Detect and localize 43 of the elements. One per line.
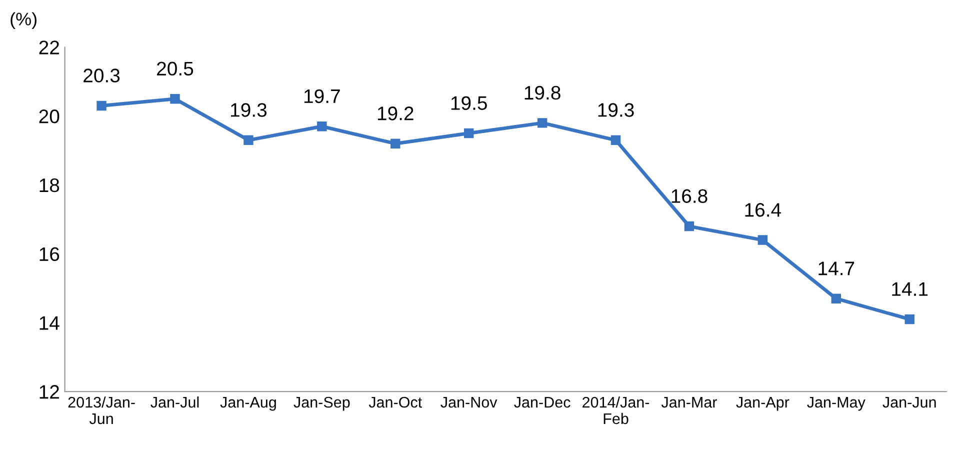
point bbox=[610, 135, 621, 146]
y-axis-title: (%) bbox=[10, 12, 36, 30]
x-tick-label: Jan-Nov bbox=[440, 397, 498, 408]
data-label: 19.5 bbox=[451, 96, 487, 110]
point bbox=[96, 100, 106, 111]
data-label: 19.8 bbox=[524, 86, 560, 100]
data-label: 19.3 bbox=[598, 103, 634, 117]
point bbox=[758, 235, 768, 245]
y-tick-label: 22 bbox=[39, 40, 59, 54]
x-tick-label: Jan-Dec bbox=[514, 397, 570, 408]
point bbox=[317, 122, 327, 132]
x-tick-label: Jan-Jun bbox=[882, 397, 936, 408]
point bbox=[244, 135, 254, 146]
x-tick-label: Jan-Jul bbox=[150, 396, 199, 408]
point bbox=[390, 138, 400, 148]
data-label: 19.2 bbox=[378, 106, 414, 120]
data-label: 14.7 bbox=[818, 262, 854, 276]
x-tick-label: Jan-Oct bbox=[368, 396, 422, 408]
data-label: 20.3 bbox=[84, 68, 120, 82]
point bbox=[684, 221, 694, 232]
y-tick-label: 14 bbox=[40, 316, 60, 330]
x-tick-label: 2013/Jan- Jun bbox=[68, 396, 135, 424]
point bbox=[170, 94, 180, 104]
data-label: 19.3 bbox=[231, 103, 267, 117]
x-tick-label: Jan-Sep bbox=[294, 396, 350, 411]
x-tick-label: Jan-Mar bbox=[661, 397, 717, 408]
data-label: 16.8 bbox=[672, 189, 708, 203]
y-tick-label: 12 bbox=[40, 385, 59, 399]
x-tick-label: Jan-May bbox=[807, 397, 866, 411]
y-tick-label: 18 bbox=[40, 178, 60, 192]
x-tick-label: Jan-Aug bbox=[220, 397, 276, 411]
point bbox=[537, 118, 548, 128]
point bbox=[904, 314, 914, 324]
data-label: 20.5 bbox=[157, 62, 194, 76]
y-tick-label: 16 bbox=[40, 247, 60, 262]
y-tick-label: 20 bbox=[39, 110, 60, 124]
point bbox=[464, 128, 474, 138]
point bbox=[831, 294, 841, 304]
x-tick-label: 2014/Jan- Feb bbox=[582, 396, 650, 424]
data-label: 19.7 bbox=[304, 89, 340, 104]
data-label: 14.1 bbox=[892, 282, 928, 296]
data-label: 16.4 bbox=[745, 202, 782, 217]
x-tick-label: Jan-Apr bbox=[736, 397, 790, 411]
